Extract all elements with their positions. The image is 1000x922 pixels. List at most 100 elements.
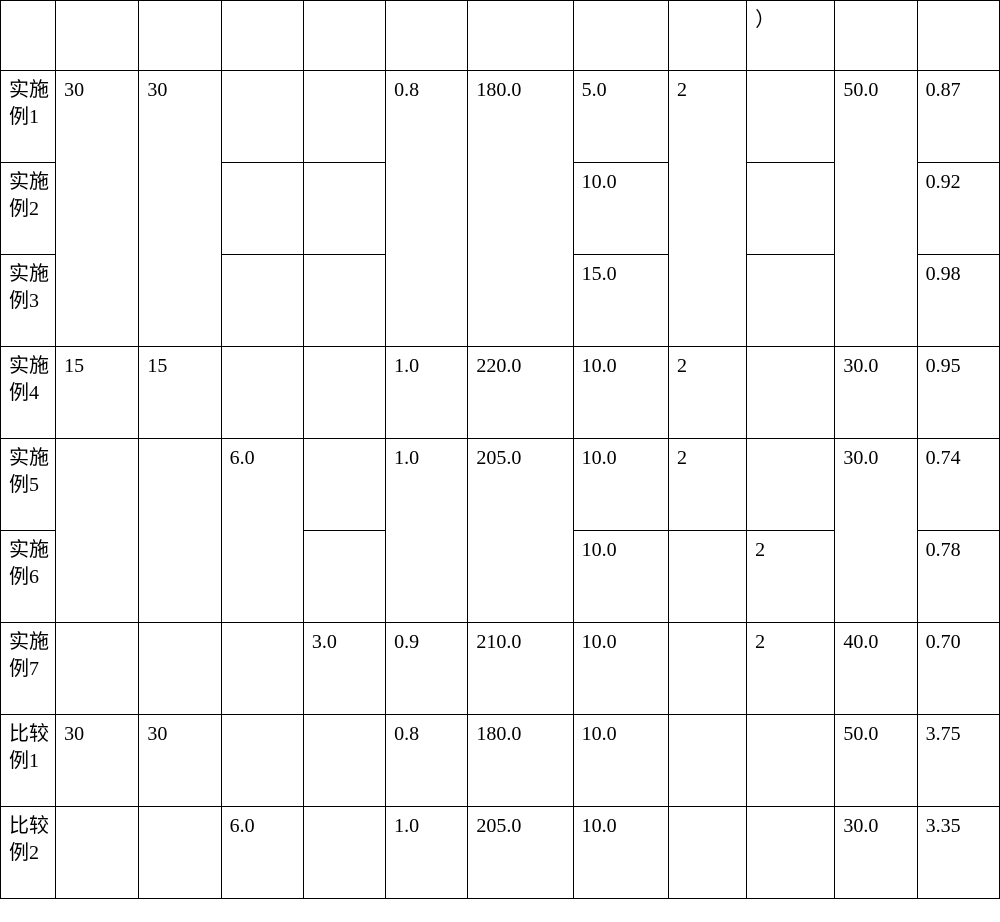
row-label: 实施例4 — [1, 347, 56, 439]
cell: 30 — [56, 71, 139, 347]
cell — [303, 163, 385, 255]
cell: 10.0 — [573, 163, 668, 255]
cell: 15.0 — [573, 255, 668, 347]
cell: 1.0 — [386, 439, 468, 623]
cell — [56, 623, 139, 715]
cell: 50.0 — [835, 715, 917, 807]
cell — [139, 623, 221, 715]
header-cell — [835, 1, 917, 71]
cell — [303, 531, 385, 623]
header-cell — [917, 1, 999, 71]
cell: 0.98 — [917, 255, 999, 347]
cell — [747, 715, 835, 807]
cell: 30 — [139, 71, 221, 347]
cell: 2 — [747, 623, 835, 715]
cell: 2 — [747, 531, 835, 623]
cell — [221, 255, 303, 347]
cell: 0.92 — [917, 163, 999, 255]
cell — [747, 807, 835, 899]
cell: 10.0 — [573, 715, 668, 807]
cell: 0.9 — [386, 623, 468, 715]
row-label: 实施例7 — [1, 623, 56, 715]
cell: 0.8 — [386, 71, 468, 347]
cell: 0.70 — [917, 623, 999, 715]
cell: 1.0 — [386, 347, 468, 439]
cell — [221, 715, 303, 807]
cell: 2 — [668, 347, 746, 439]
cell — [747, 71, 835, 163]
cell: 205.0 — [468, 807, 573, 899]
cell: 1.0 — [386, 807, 468, 899]
cell: 0.74 — [917, 439, 999, 531]
cell: 10.0 — [573, 807, 668, 899]
cell — [303, 347, 385, 439]
cell — [303, 807, 385, 899]
table-row: 比较例1 30 30 0.8 180.0 10.0 50.0 3.75 — [1, 715, 1000, 807]
cell: 0.78 — [917, 531, 999, 623]
cell — [303, 715, 385, 807]
cell: 30 — [56, 715, 139, 807]
cell: 15 — [56, 347, 139, 439]
cell — [56, 807, 139, 899]
cell — [668, 807, 746, 899]
cell: 3.75 — [917, 715, 999, 807]
cell: 10.0 — [573, 439, 668, 531]
cell — [139, 439, 221, 623]
cell: 30 — [139, 715, 221, 807]
cell: 210.0 — [468, 623, 573, 715]
cell: 2 — [668, 71, 746, 347]
cell: 180.0 — [468, 71, 573, 347]
cell — [668, 531, 746, 623]
cell — [668, 623, 746, 715]
cell: 3.35 — [917, 807, 999, 899]
header-cell — [303, 1, 385, 71]
cell: 40.0 — [835, 623, 917, 715]
table-row: 实施例1 30 30 0.8 180.0 5.0 2 50.0 0.87 — [1, 71, 1000, 163]
cell — [747, 163, 835, 255]
cell: 30.0 — [835, 439, 917, 623]
row-label: 实施例1 — [1, 71, 56, 163]
header-cell — [468, 1, 573, 71]
cell: 6.0 — [221, 807, 303, 899]
cell — [303, 71, 385, 163]
cell: 50.0 — [835, 71, 917, 347]
row-label: 实施例3 — [1, 255, 56, 347]
data-table: ） 实施例1 30 30 0.8 180.0 5.0 2 50.0 0.87 实… — [0, 0, 1000, 899]
header-cell — [386, 1, 468, 71]
cell — [747, 347, 835, 439]
cell — [747, 439, 835, 531]
cell: 10.0 — [573, 623, 668, 715]
cell — [221, 623, 303, 715]
header-cell — [668, 1, 746, 71]
row-label: 比较例2 — [1, 807, 56, 899]
header-cell — [56, 1, 139, 71]
cell — [56, 439, 139, 623]
cell: 30.0 — [835, 347, 917, 439]
table-row: 实施例7 3.0 0.9 210.0 10.0 2 40.0 0.70 — [1, 623, 1000, 715]
table-row: 比较例2 6.0 1.0 205.0 10.0 30.0 3.35 — [1, 807, 1000, 899]
cell — [221, 347, 303, 439]
cell: 10.0 — [573, 531, 668, 623]
cell — [221, 71, 303, 163]
header-cell — [1, 1, 56, 71]
cell — [303, 439, 385, 531]
cell: 0.8 — [386, 715, 468, 807]
cell — [747, 255, 835, 347]
cell — [668, 715, 746, 807]
cell: 30.0 — [835, 807, 917, 899]
row-label: 比较例1 — [1, 715, 56, 807]
cell: 0.87 — [917, 71, 999, 163]
cell: 180.0 — [468, 715, 573, 807]
cell: 6.0 — [221, 439, 303, 623]
cell: 205.0 — [468, 439, 573, 623]
header-cell — [573, 1, 668, 71]
table-header-row: ） — [1, 1, 1000, 71]
cell: 220.0 — [468, 347, 573, 439]
cell — [139, 807, 221, 899]
cell: 5.0 — [573, 71, 668, 163]
table-row: 实施例5 6.0 1.0 205.0 10.0 2 30.0 0.74 — [1, 439, 1000, 531]
header-cell: ） — [747, 1, 835, 71]
row-label: 实施例2 — [1, 163, 56, 255]
cell: 10.0 — [573, 347, 668, 439]
cell: 2 — [668, 439, 746, 531]
